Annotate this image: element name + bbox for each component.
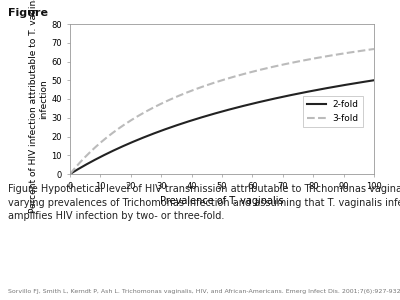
- Legend: 2-fold, 3-fold: 2-fold, 3-fold: [303, 96, 364, 128]
- 3-fold: [372, 47, 376, 51]
- 2-fold: [372, 78, 376, 82]
- Line: 2-fold: 2-fold: [70, 80, 374, 174]
- 3-fold: [364, 48, 369, 52]
- 3-fold: [68, 172, 72, 176]
- X-axis label: Prevalence of T. vaginalis: Prevalence of T. vaginalis: [160, 196, 284, 206]
- 2-fold: [364, 80, 369, 83]
- 2-fold: [232, 106, 237, 110]
- 2-fold: [317, 88, 322, 91]
- 2-fold: [214, 111, 219, 115]
- 3-fold: [212, 81, 217, 85]
- Text: Sorvillo FJ, Smith L, Kerndt P, Ash L. Trichomonas vaginalis, HIV, and African-A: Sorvillo FJ, Smith L, Kerndt P, Ash L. T…: [8, 289, 400, 294]
- Line: 3-fold: 3-fold: [70, 49, 374, 174]
- 2-fold: [68, 172, 72, 176]
- 2-fold: [212, 112, 217, 116]
- Text: Figure Hypothetical level of HIV transmission attributable to Trichomonas vagina: Figure Hypothetical level of HIV transmi…: [8, 184, 400, 221]
- Y-axis label: Percent of HIV infection attributable to T. vaginalis
infection: Percent of HIV infection attributable to…: [29, 0, 48, 213]
- 3-fold: [248, 70, 253, 74]
- 3-fold: [232, 75, 237, 78]
- 3-fold: [214, 80, 219, 84]
- 2-fold: [248, 102, 253, 106]
- 3-fold: [317, 56, 322, 59]
- Text: Figure: Figure: [8, 8, 48, 17]
